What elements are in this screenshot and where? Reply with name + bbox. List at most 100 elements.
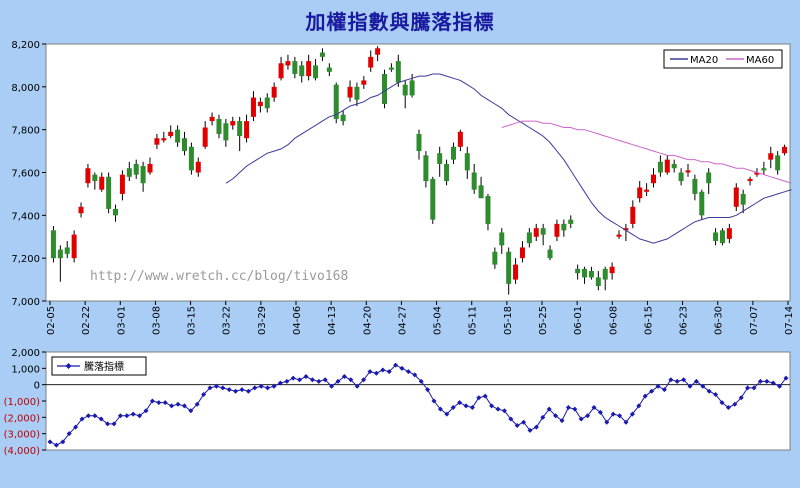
date-tick-label: 03-29 — [257, 306, 268, 335]
candle-body — [761, 168, 767, 171]
breadth-point — [297, 377, 303, 383]
candle-body — [85, 168, 91, 184]
breadth-point — [540, 414, 546, 420]
breadth-point — [137, 413, 143, 419]
breadth-point — [738, 395, 744, 401]
breadth-point — [361, 377, 367, 383]
date-tick-label: 03-01 — [116, 306, 127, 335]
breadth-point — [565, 405, 571, 411]
candle-body — [64, 247, 70, 254]
breadth-point — [489, 403, 495, 409]
breadth-point — [290, 375, 296, 381]
breadth-point — [777, 383, 783, 389]
breadth-point — [85, 413, 91, 419]
candle-body — [651, 174, 657, 184]
breadth-point — [431, 398, 437, 404]
breadth-plot-area — [45, 351, 791, 451]
breadth-point — [252, 385, 258, 391]
breadth-point — [143, 408, 149, 414]
breadth-point — [559, 418, 565, 424]
candle-body — [230, 121, 236, 126]
breadth-point — [169, 403, 175, 409]
breadth-point — [335, 378, 341, 384]
breadth-point — [47, 439, 53, 445]
breadth-point — [450, 405, 456, 411]
candle-body — [106, 176, 112, 209]
breadth-point — [463, 403, 469, 409]
breadth-point — [53, 442, 59, 448]
breadth-point — [329, 383, 335, 389]
breadth-y-tick-label: 2,000 — [11, 348, 40, 359]
legend-breadth-marker — [65, 363, 72, 369]
candle-body — [685, 170, 691, 173]
price-y-tick-label: 7,600 — [11, 169, 40, 180]
candle-body — [644, 189, 650, 192]
breadth-point — [162, 400, 168, 406]
candle-body — [133, 163, 139, 175]
breadth-point — [284, 378, 290, 384]
breadth-point — [111, 421, 117, 427]
date-tick-label: 06-15 — [643, 306, 654, 335]
breadth-point — [687, 383, 693, 389]
candle-body — [319, 52, 325, 57]
breadth-point — [207, 385, 213, 391]
breadth-point — [668, 377, 674, 383]
candle-body — [175, 129, 181, 143]
breadth-point — [521, 419, 527, 425]
breadth-point — [367, 369, 373, 375]
candle-body — [223, 123, 229, 141]
candle-body — [147, 163, 153, 173]
date-tick-label: 04-13 — [327, 306, 338, 335]
candle-body — [657, 161, 663, 173]
candle-body — [161, 138, 167, 141]
ma60-line — [501, 120, 792, 184]
candle-body — [782, 146, 788, 154]
date-tick-label: 06-08 — [608, 306, 619, 335]
candle-body — [340, 114, 346, 122]
breadth-point — [533, 424, 539, 430]
breadth-point — [649, 388, 655, 394]
breadth-point — [380, 367, 386, 373]
candle-body — [519, 247, 525, 259]
candle-body — [285, 61, 291, 66]
candle-body — [113, 208, 119, 216]
breadth-legend-box — [51, 356, 147, 376]
candle-body — [430, 178, 436, 220]
breadth-point — [117, 413, 123, 419]
breadth-point — [175, 401, 181, 407]
breadth-point — [751, 385, 757, 391]
breadth-point — [341, 374, 347, 379]
date-tick-label: 07-14 — [784, 306, 795, 335]
breadth-y-tick-label: (1,000) — [4, 397, 41, 408]
candle-body — [50, 230, 56, 259]
candle-body — [561, 223, 567, 231]
date-tick-label: 04-20 — [362, 306, 373, 335]
price-y-tick-label: 8,200 — [11, 40, 40, 51]
candle-body — [540, 228, 546, 235]
breadth-point — [610, 411, 616, 417]
breadth-y-tick-label: (3,000) — [4, 430, 41, 441]
breadth-point — [700, 383, 706, 389]
candle-body — [181, 138, 187, 152]
breadth-point — [213, 383, 219, 389]
breadth-point — [469, 405, 475, 411]
candle-body — [209, 116, 215, 122]
candle-body — [740, 193, 746, 205]
candle-body — [471, 172, 477, 190]
breadth-point — [770, 380, 776, 386]
breadth-point — [245, 388, 251, 394]
breadth-point — [655, 383, 661, 389]
candle-body — [306, 61, 312, 77]
price-y-tick-label: 8,000 — [11, 83, 40, 94]
breadth-point — [437, 406, 443, 412]
breadth-point — [348, 377, 354, 383]
candle-body — [188, 146, 194, 171]
breadth-point — [636, 403, 642, 409]
candle-body — [292, 61, 298, 74]
candle-body — [368, 56, 374, 68]
breadth-point — [476, 395, 482, 401]
price-y-tick-label: 7,800 — [11, 126, 40, 137]
candle-body — [299, 65, 305, 77]
breadth-point — [597, 409, 603, 415]
